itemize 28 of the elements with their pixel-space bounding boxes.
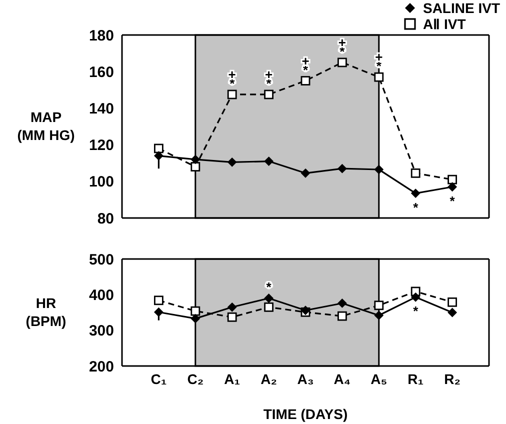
y-tick-label: 200	[88, 358, 114, 376]
x-tick-label: C₂	[187, 370, 204, 387]
annotation: *	[413, 200, 420, 215]
x-tick-label: A₁	[224, 370, 240, 387]
y-axis-title: HR (BPM)	[24, 294, 68, 330]
x-tick-label: A₅	[370, 370, 388, 387]
y-tick-label: 160	[88, 64, 114, 81]
y-tick-label: 500	[88, 251, 114, 268]
x-tick-label: C₁	[150, 370, 167, 387]
x-tick-label: R₁	[408, 370, 424, 387]
y-tick-label: 80	[97, 210, 114, 228]
x-tick-label: A₃	[297, 370, 314, 387]
y-axis-title: MAP (MM HG)	[16, 108, 76, 144]
y-tick-label: 400	[88, 286, 114, 304]
x-axis-title: TIME (DAYS)	[263, 406, 348, 422]
annotation: *	[266, 280, 272, 295]
x-tick-label: A₂	[260, 370, 277, 387]
y-tick-label: 120	[88, 137, 114, 154]
y-tick-label: 100	[88, 174, 114, 191]
annotation: *	[413, 304, 420, 319]
legend-label: SALINE IVT	[422, 0, 500, 16]
legend-label: AⅡ IVT	[422, 16, 466, 32]
y-tick-label: 300	[88, 322, 114, 340]
x-tick-label: A₄	[334, 370, 351, 387]
y-tick-label: 140	[88, 100, 114, 118]
y-tick-label: 180	[88, 27, 114, 44]
x-tick-label: R₂	[444, 370, 460, 387]
annotation: *	[450, 193, 456, 208]
